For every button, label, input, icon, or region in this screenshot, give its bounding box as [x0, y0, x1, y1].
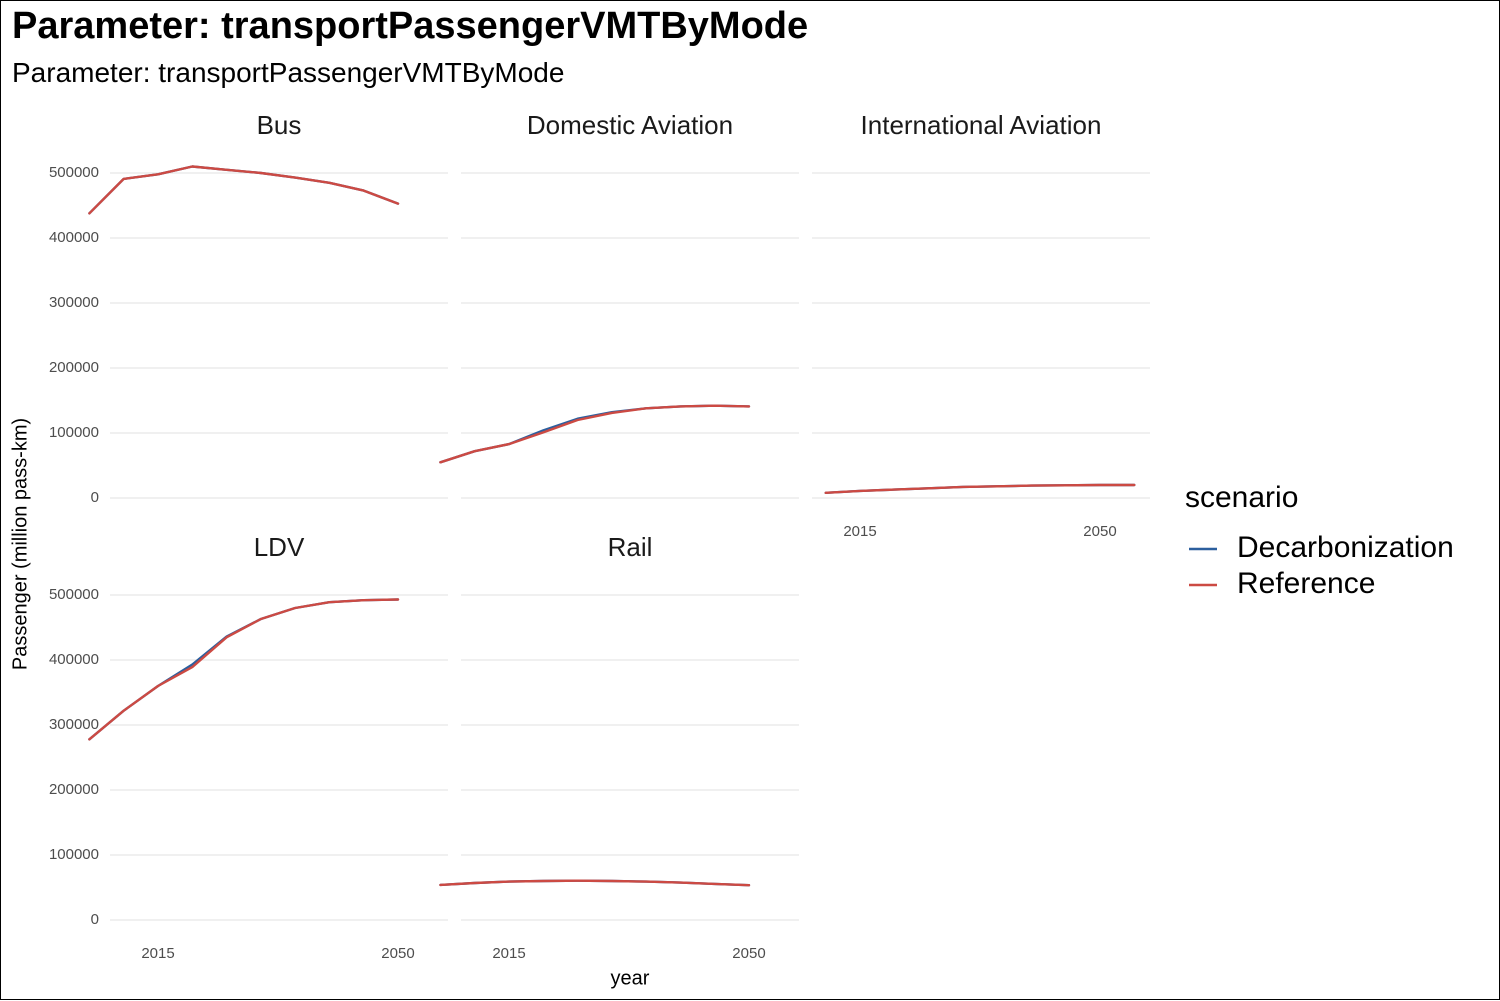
y-tick-label-ldv-500000: 500000 — [49, 586, 99, 603]
facet-label-international-aviation: International Aviation — [861, 110, 1102, 140]
series-line-domestic-aviation-decarbonization — [439, 404, 751, 464]
y-tick-label-bus-200000: 200000 — [49, 359, 99, 376]
series-line-ldv-decarbonization — [88, 598, 400, 741]
x-tick-label-ldv-2050: 2050 — [381, 945, 414, 962]
y-tick-label-bus-500000: 500000 — [49, 164, 99, 181]
facet-label-ldv: LDV — [254, 532, 305, 562]
y-tick-label-bus-0: 0 — [91, 489, 99, 506]
y-tick-label-bus-400000: 400000 — [49, 229, 99, 246]
series-line-bus-reference — [88, 165, 400, 215]
legend-title: scenario — [1185, 481, 1298, 514]
y-tick-label-ldv-0: 0 — [91, 911, 99, 928]
y-tick-label-ldv-300000: 300000 — [49, 716, 99, 733]
x-tick-label-international-aviation-2050: 2050 — [1083, 523, 1116, 540]
y-tick-label-ldv-200000: 200000 — [49, 781, 99, 798]
chart-subtitle: Parameter: transportPassengerVMTByMode — [12, 57, 565, 88]
series-line-international-aviation-reference — [824, 483, 1136, 494]
chart-title: Parameter: transportPassengerVMTByMode — [12, 5, 809, 47]
x-tick-label-international-aviation-2015: 2015 — [843, 523, 876, 540]
legend-label-reference: Reference — [1237, 567, 1375, 600]
x-tick-label-ldv-2015: 2015 — [141, 945, 174, 962]
series-line-domestic-aviation-reference — [439, 404, 751, 464]
facet-label-bus: Bus — [257, 110, 302, 140]
y-tick-label-bus-100000: 100000 — [49, 424, 99, 441]
x-tick-label-rail-2050: 2050 — [732, 945, 765, 962]
y-tick-label-bus-300000: 300000 — [49, 294, 99, 311]
y-tick-label-ldv-400000: 400000 — [49, 651, 99, 668]
series-line-ldv-reference — [88, 598, 400, 741]
x-tick-label-rail-2015: 2015 — [492, 945, 525, 962]
series-line-rail-reference — [439, 879, 751, 887]
facet-label-rail: Rail — [608, 532, 653, 562]
x-axis-title: year — [611, 967, 650, 989]
facet-label-domestic-aviation: Domestic Aviation — [527, 110, 733, 140]
y-axis-title: Passenger (million pass-km) — [9, 418, 31, 670]
legend-label-decarbonization: Decarbonization — [1237, 531, 1454, 564]
y-tick-label-ldv-100000: 100000 — [49, 846, 99, 863]
